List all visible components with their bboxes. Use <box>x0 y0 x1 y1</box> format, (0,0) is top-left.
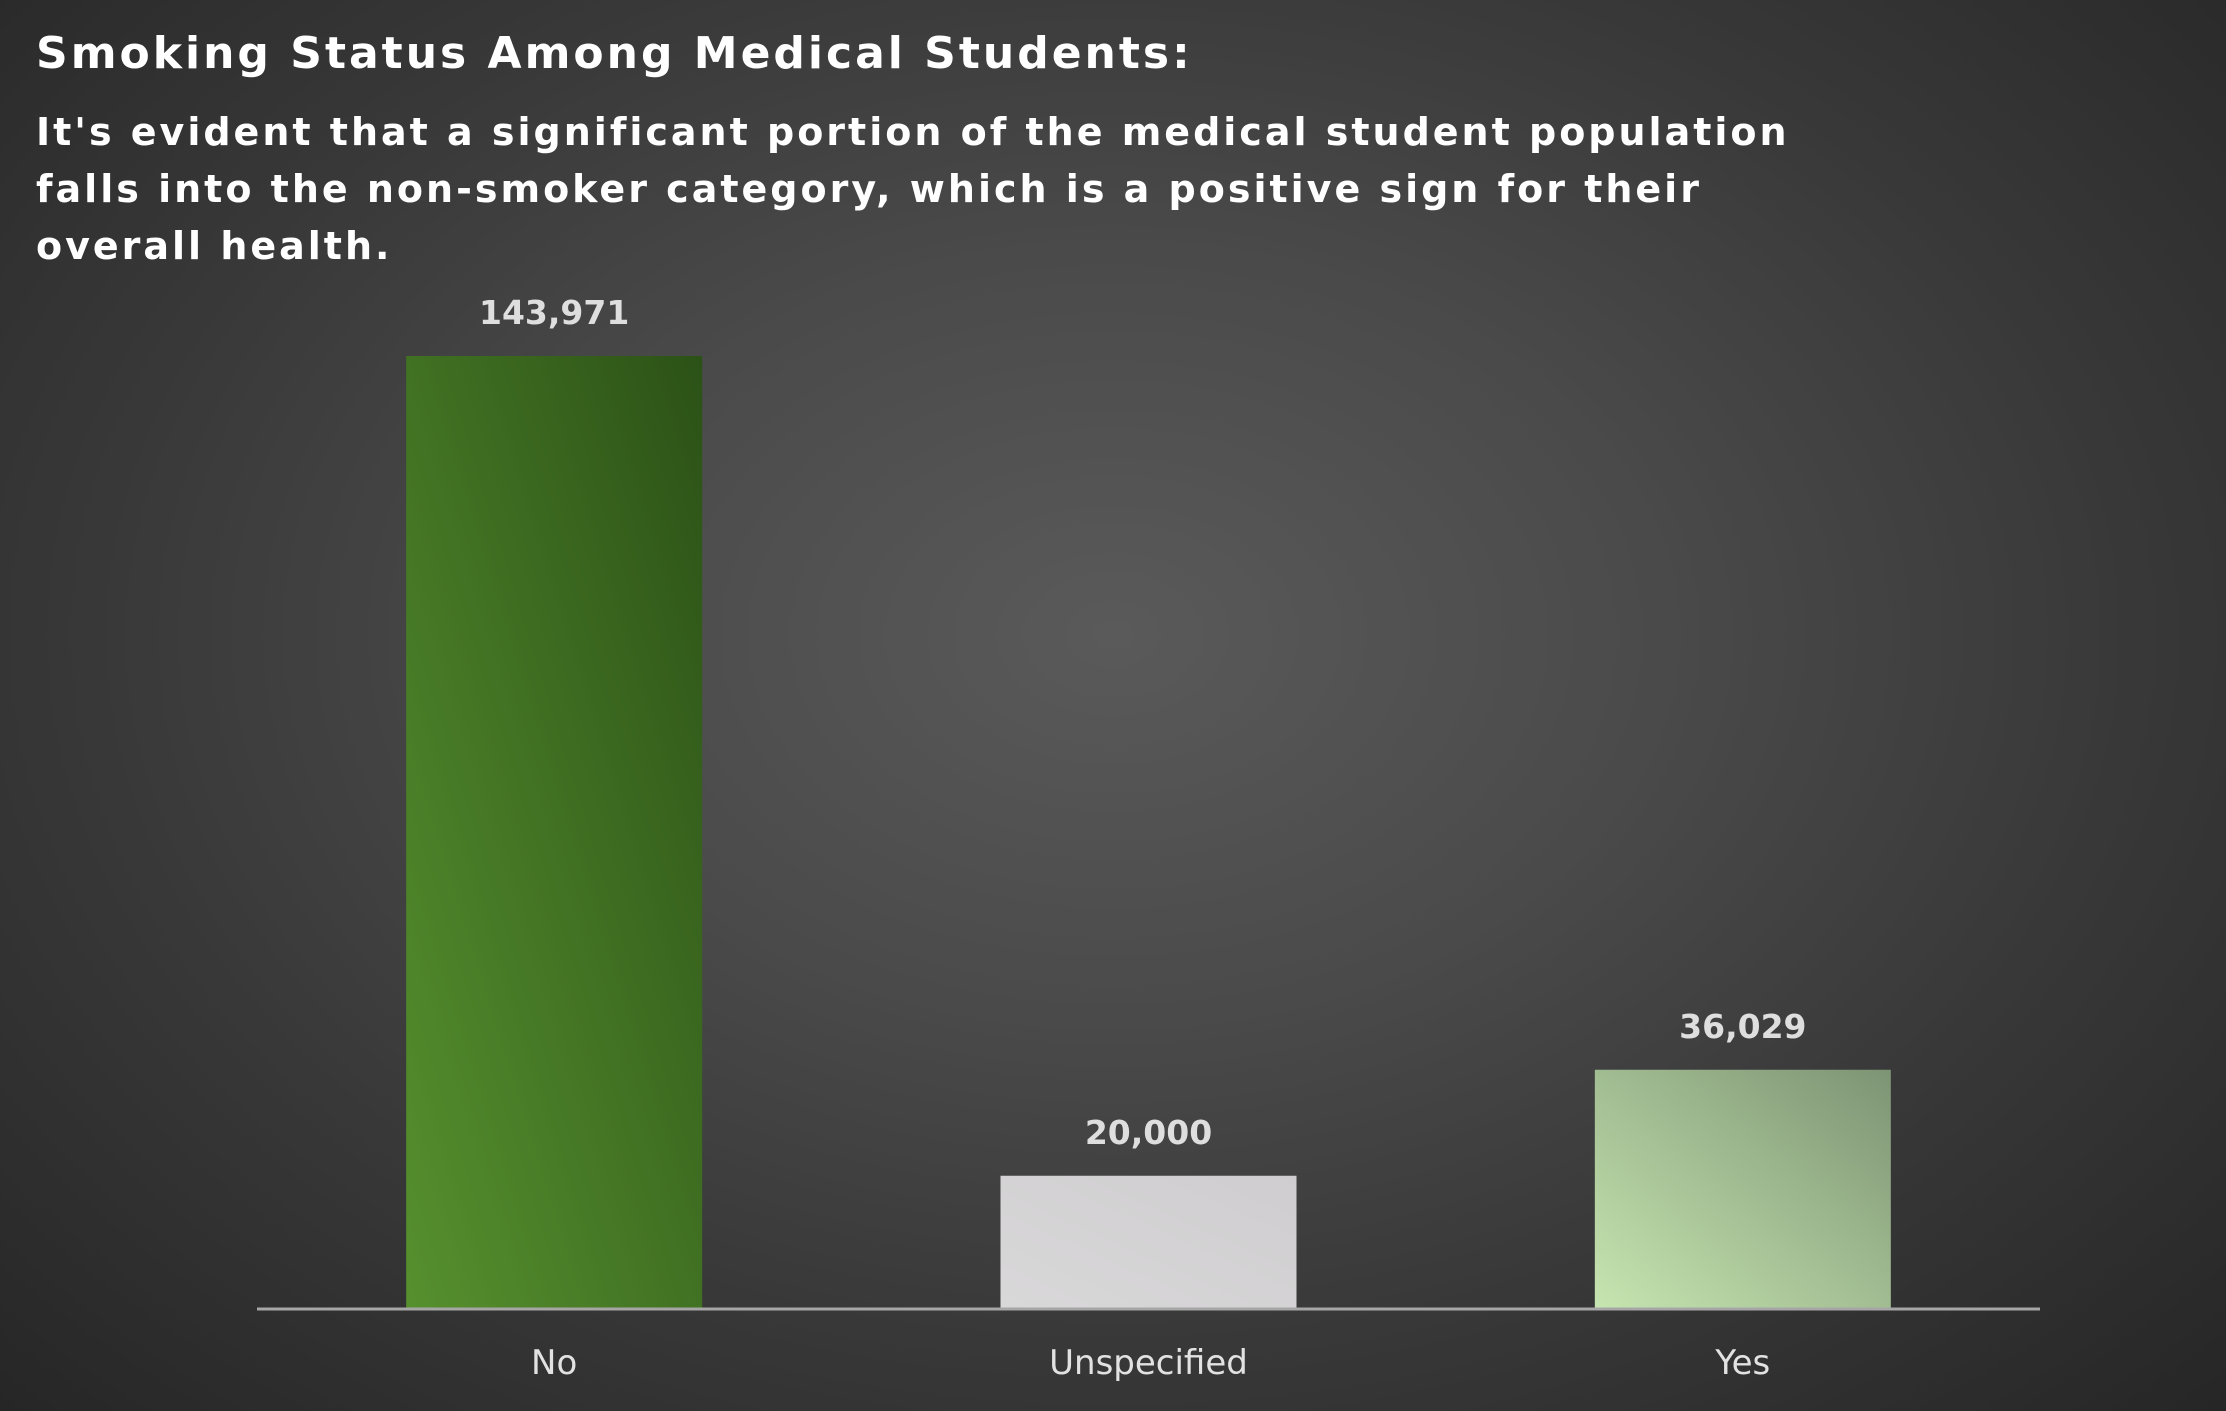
labels-layer: 143,971 No 20,000 Unspecified 36,029 Yes <box>479 293 1806 1383</box>
data-label-no: 143,971 <box>479 293 629 332</box>
x-tick-label-unspecified: Unspecified <box>1049 1343 1248 1383</box>
bars-layer <box>406 355 1891 1308</box>
bar-no <box>406 355 703 1308</box>
chart-subtitle: It's evident that a significant portion … <box>36 110 1790 268</box>
x-tick-label-no: No <box>531 1343 577 1383</box>
bar-unspecified <box>1000 1175 1297 1308</box>
chart-title: Smoking Status Among Medical Students: <box>36 28 1193 79</box>
data-label-unspecified: 20,000 <box>1085 1113 1212 1152</box>
data-label-yes: 36,029 <box>1679 1007 1806 1046</box>
bar-yes <box>1594 1069 1891 1308</box>
x-tick-label-yes: Yes <box>1714 1343 1770 1383</box>
